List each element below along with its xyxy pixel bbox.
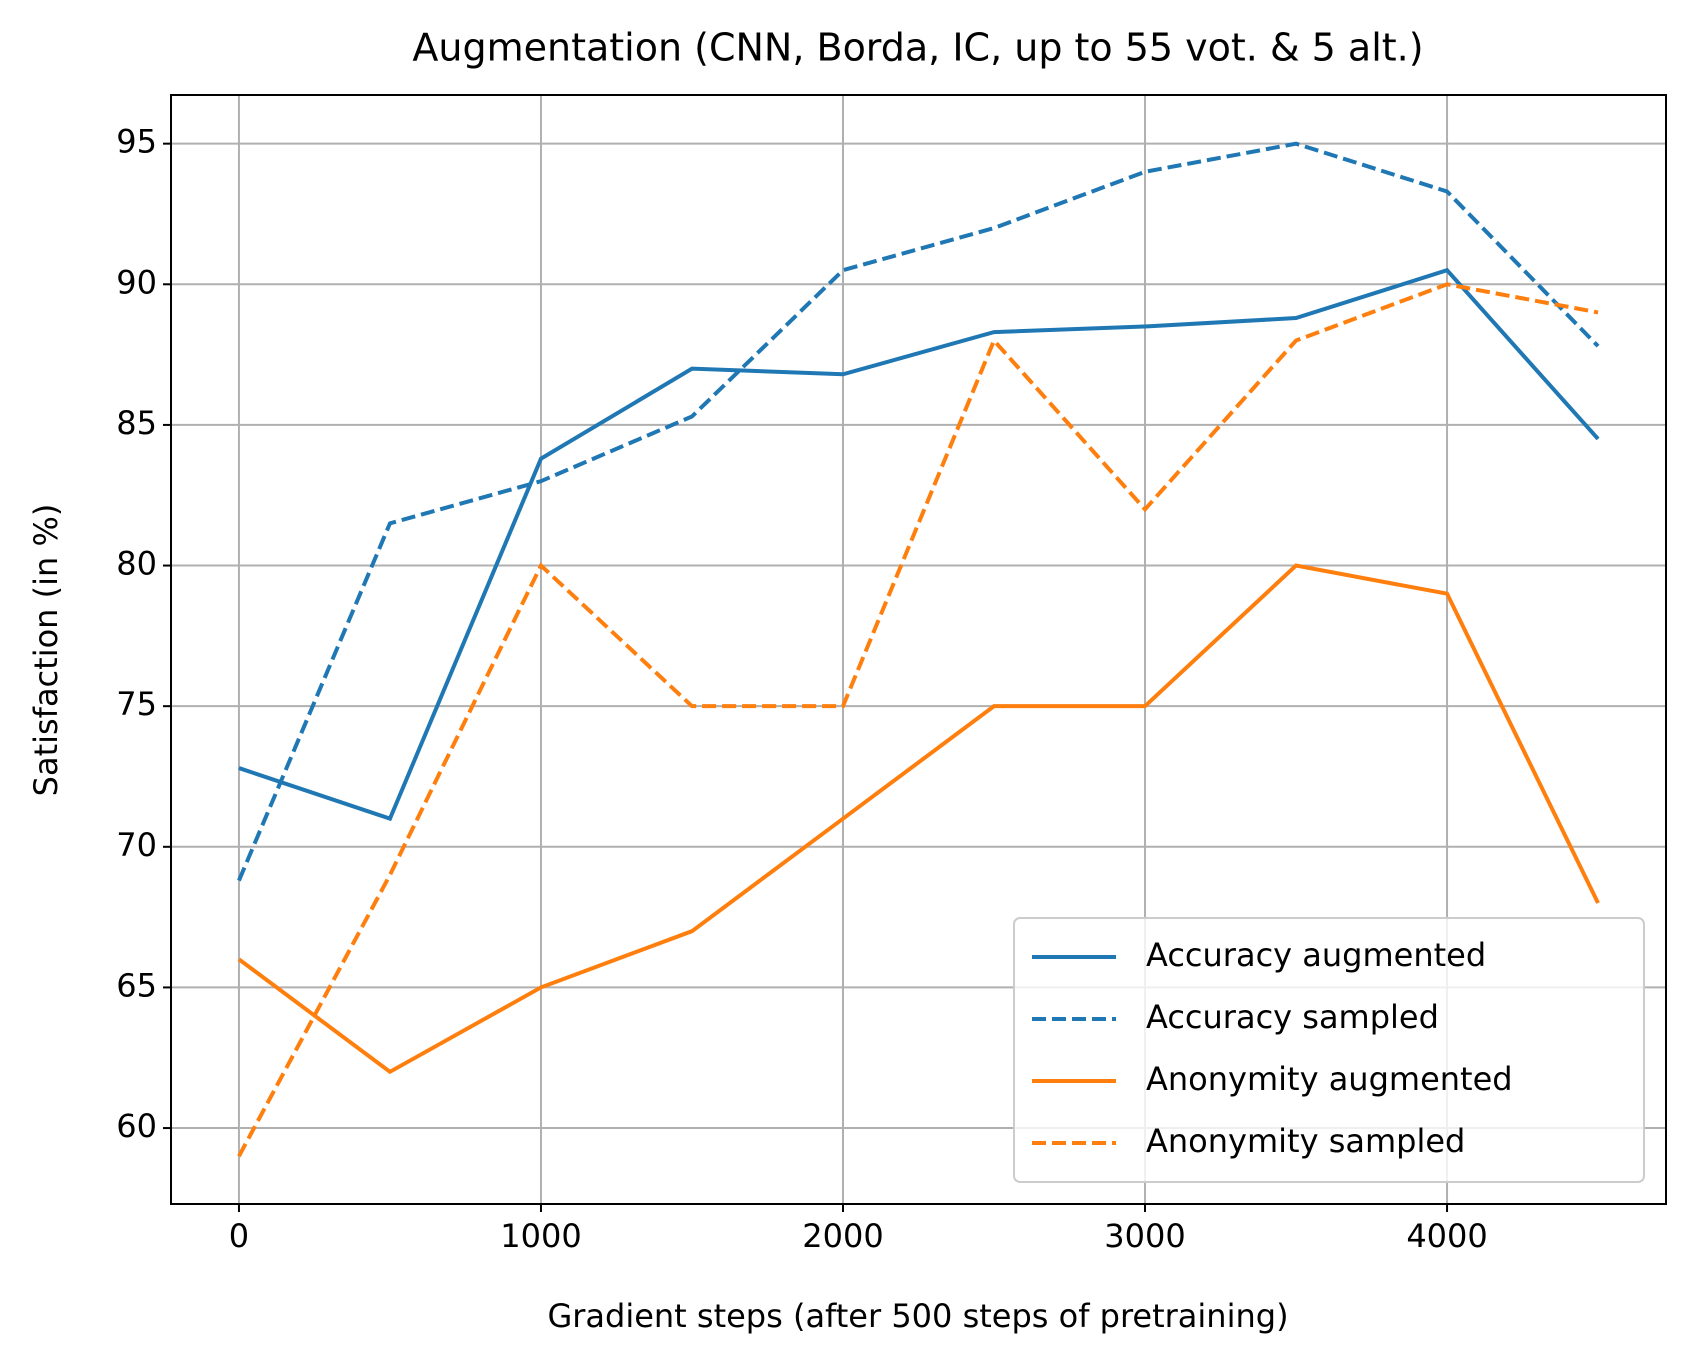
y-tick-label: 90 xyxy=(116,263,157,301)
y-tick-label: 75 xyxy=(116,685,157,723)
data-line xyxy=(238,267,1600,822)
x-axis-label: Gradient steps (after 500 steps of pretr… xyxy=(547,1297,1288,1335)
y-tick-label: 85 xyxy=(116,404,157,442)
data-line xyxy=(237,282,1599,1158)
data-line xyxy=(237,563,1600,1075)
x-tick-label: 2000 xyxy=(802,1217,883,1255)
y-tick-label: 95 xyxy=(116,123,157,161)
legend-label: Accuracy sampled xyxy=(1146,998,1439,1036)
chart-title: Augmentation (CNN, Borda, IC, up to 55 v… xyxy=(412,26,1423,70)
x-tick-label: 1000 xyxy=(500,1217,581,1255)
x-tick-label: 0 xyxy=(229,1217,249,1255)
legend-box xyxy=(1013,917,1645,1183)
x-tick-label: 3000 xyxy=(1104,1217,1185,1255)
data-line xyxy=(237,141,1600,882)
legend-label: Anonymity augmented xyxy=(1146,1060,1513,1098)
legend: Accuracy augmented Accuracy sampled Anonym… xyxy=(1013,917,1645,1183)
y-tick-label: 70 xyxy=(116,826,157,864)
x-tick-label: 4000 xyxy=(1406,1217,1487,1255)
plot-frame xyxy=(170,94,1667,1205)
legend-label: Accuracy augmented xyxy=(1146,936,1486,974)
y-tick-label: 65 xyxy=(116,966,157,1004)
y-axis-label: Satisfaction (in %) xyxy=(27,504,65,797)
legend-label: Anonymity sampled xyxy=(1146,1122,1465,1160)
y-tick-label: 80 xyxy=(116,545,157,583)
y-tick-label: 60 xyxy=(116,1107,157,1145)
